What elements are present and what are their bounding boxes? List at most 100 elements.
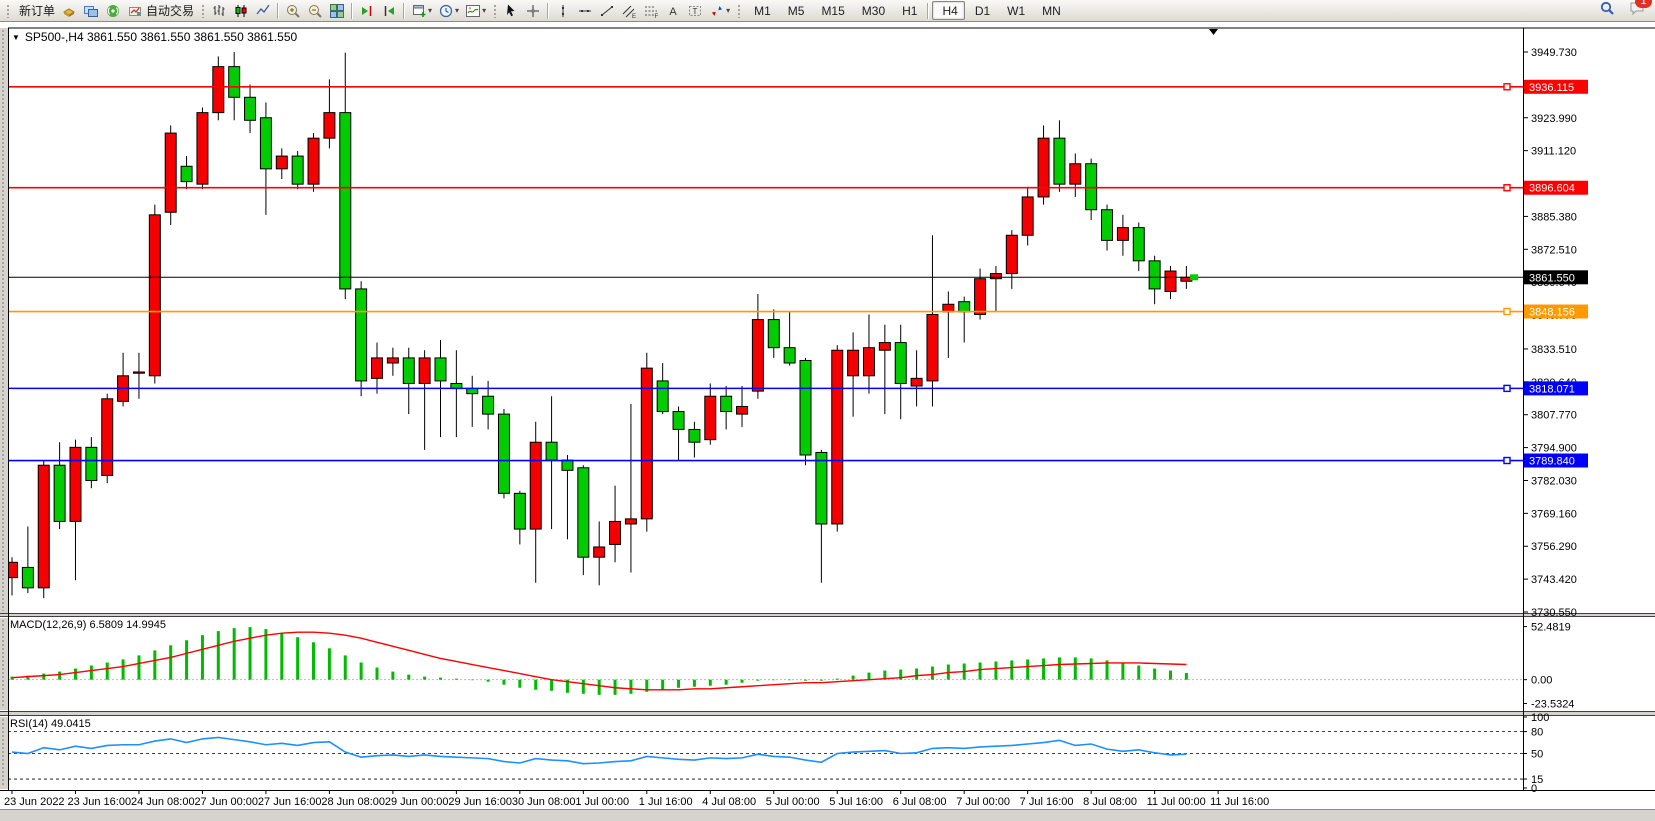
horizontal-line-button[interactable] <box>574 1 596 20</box>
macd-histogram-bar <box>454 678 458 680</box>
chart-canvas[interactable]: 3949.730 3923.990 3911.120 3885.380 3872.510… <box>0 22 1655 816</box>
timeframe-h4-button[interactable]: H4 <box>932 1 965 20</box>
panel-separator[interactable] <box>0 613 1655 617</box>
periods-icon <box>438 3 454 19</box>
periods-button[interactable]: ▾ <box>435 1 462 20</box>
panel-grip[interactable] <box>0 28 8 613</box>
dropdown-arrow-icon[interactable]: ▾ <box>428 6 433 15</box>
text-label-button[interactable]: T <box>684 1 706 20</box>
trendline-button[interactable] <box>596 1 618 20</box>
candlestick-chart-button[interactable] <box>230 1 252 20</box>
zoom-out-button[interactable] <box>304 1 326 20</box>
time-axis[interactable]: 23 Jun 2022 23 Jun 16:00 24 Jun 08:00 27 Ju… <box>0 790 1655 808</box>
virtual-hosting-icon <box>83 3 99 19</box>
macd-histogram-bar <box>550 679 554 691</box>
timeframe-m15-button[interactable]: M15 <box>811 1 851 20</box>
macd-histogram-bar <box>296 637 300 680</box>
chart-shift-marker[interactable] <box>1209 29 1218 35</box>
indicators-button[interactable]: ▾ <box>462 1 489 20</box>
panel-grip[interactable] <box>0 717 8 789</box>
fibonacci-button[interactable]: F <box>640 1 662 20</box>
hline-handle[interactable] <box>1503 83 1511 91</box>
crosshair-icon <box>525 3 541 19</box>
macd-histogram-bar <box>375 667 379 680</box>
macd-histogram-bar <box>486 679 490 682</box>
price-tick-label: 3872.510 <box>1531 244 1577 256</box>
macd-histogram-bar <box>58 671 62 680</box>
cursor-button[interactable] <box>500 1 522 20</box>
macd-histogram-bar <box>756 679 760 681</box>
chart-background <box>0 22 1655 816</box>
rsi-axis-label: 0 <box>1531 783 1537 795</box>
macd-histogram-bar <box>978 662 982 680</box>
macd-histogram-bar <box>1042 658 1046 680</box>
crosshair-button[interactable] <box>522 1 544 20</box>
chart-window[interactable]: 3949.730 3923.990 3911.120 3885.380 3872.510… <box>0 22 1655 816</box>
timeframe-w1-button[interactable]: W1 <box>997 1 1032 20</box>
button-label: M5 <box>787 3 805 18</box>
virtual-hosting-button[interactable] <box>80 1 102 20</box>
rsi-axis-label: 80 <box>1531 727 1543 739</box>
price-tick-label: 3769.160 <box>1531 508 1577 520</box>
autotrading-button[interactable]: 自动交易 <box>124 1 197 20</box>
arrows-button[interactable]: ▾ <box>706 1 733 20</box>
time-tick-label: 11 Jul 16:00 <box>1210 796 1269 808</box>
notifications-button[interactable]: 1 <box>1629 0 1652 21</box>
line-chart-icon <box>255 3 271 19</box>
horizontal-line-icon <box>577 3 593 19</box>
hline-handle[interactable] <box>1503 184 1511 192</box>
macd-histogram-bar <box>248 627 252 680</box>
hline-handle[interactable] <box>1503 307 1511 316</box>
macd-histogram-bar <box>1073 657 1077 680</box>
vertical-line-button[interactable] <box>552 1 574 20</box>
macd-axis-label: 52.4819 <box>1531 622 1571 634</box>
macd-histogram-bar <box>518 679 522 688</box>
shift-chart-button[interactable] <box>356 1 378 20</box>
zoom-in-button[interactable] <box>282 1 304 20</box>
hline-handle[interactable] <box>1503 456 1511 465</box>
equidistant-channel-button[interactable]: E <box>618 1 640 20</box>
signals-button[interactable] <box>102 1 124 20</box>
time-tick-label: 23 Jun 2022 <box>4 796 65 808</box>
macd-histogram-bar <box>788 679 792 681</box>
timeframe-d1-button[interactable]: D1 <box>965 1 997 20</box>
timeframe-m5-button[interactable]: M5 <box>778 1 812 20</box>
tile-windows-button[interactable] <box>326 1 348 20</box>
new-chart-button[interactable]: ▾ <box>408 1 435 20</box>
bar-chart-button[interactable] <box>208 1 230 20</box>
toolbar-grip[interactable] <box>492 3 498 18</box>
macd-histogram-bar <box>1184 673 1188 680</box>
price-tick-label: 3911.120 <box>1531 146 1576 158</box>
time-tick-label: 24 Jun 08:00 <box>131 796 195 808</box>
auto-scroll-button[interactable] <box>378 1 400 20</box>
macd-histogram-bar <box>343 655 347 680</box>
timeframe-h1-button[interactable]: H1 <box>892 1 924 20</box>
timeframe-m30-button[interactable]: M30 <box>852 1 892 20</box>
panel-grip[interactable] <box>0 618 8 710</box>
hline-price-label <box>1524 381 1588 396</box>
timeframe-mn-button[interactable]: MN <box>1032 1 1068 20</box>
search-button[interactable] <box>1599 0 1615 21</box>
text-button[interactable]: A <box>662 1 684 20</box>
new-order-button[interactable]: 新订单 <box>13 1 58 20</box>
macd-histogram-bar <box>169 645 173 680</box>
dropdown-arrow-icon[interactable]: ▾ <box>726 6 731 15</box>
timeframe-m1-button[interactable]: M1 <box>744 1 778 20</box>
hline-handle[interactable] <box>1503 384 1511 393</box>
signals-icon <box>105 3 121 19</box>
metaeditor-button[interactable] <box>58 1 80 20</box>
macd-histogram-bar <box>835 678 839 680</box>
rsi-line <box>11 736 1187 765</box>
toolbar-grip[interactable] <box>200 3 206 18</box>
dropdown-arrow-icon[interactable]: ▾ <box>482 6 487 15</box>
dropdown-arrow-icon[interactable]: ▾ <box>455 6 460 15</box>
price-axis[interactable]: 3949.730 3923.990 3911.120 3885.380 3872.510… <box>1523 47 1588 619</box>
price-tick-label: 3743.420 <box>1531 574 1577 586</box>
macd-histogram-bar <box>1089 658 1093 680</box>
panel-separator[interactable] <box>0 711 1655 716</box>
toolbar-grip[interactable] <box>736 3 742 18</box>
line-chart-button[interactable] <box>252 1 274 20</box>
macd-histogram-bar <box>1057 657 1061 680</box>
time-tick-label: 6 Jul 08:00 <box>893 796 947 808</box>
toolbar-grip[interactable] <box>5 3 10 18</box>
